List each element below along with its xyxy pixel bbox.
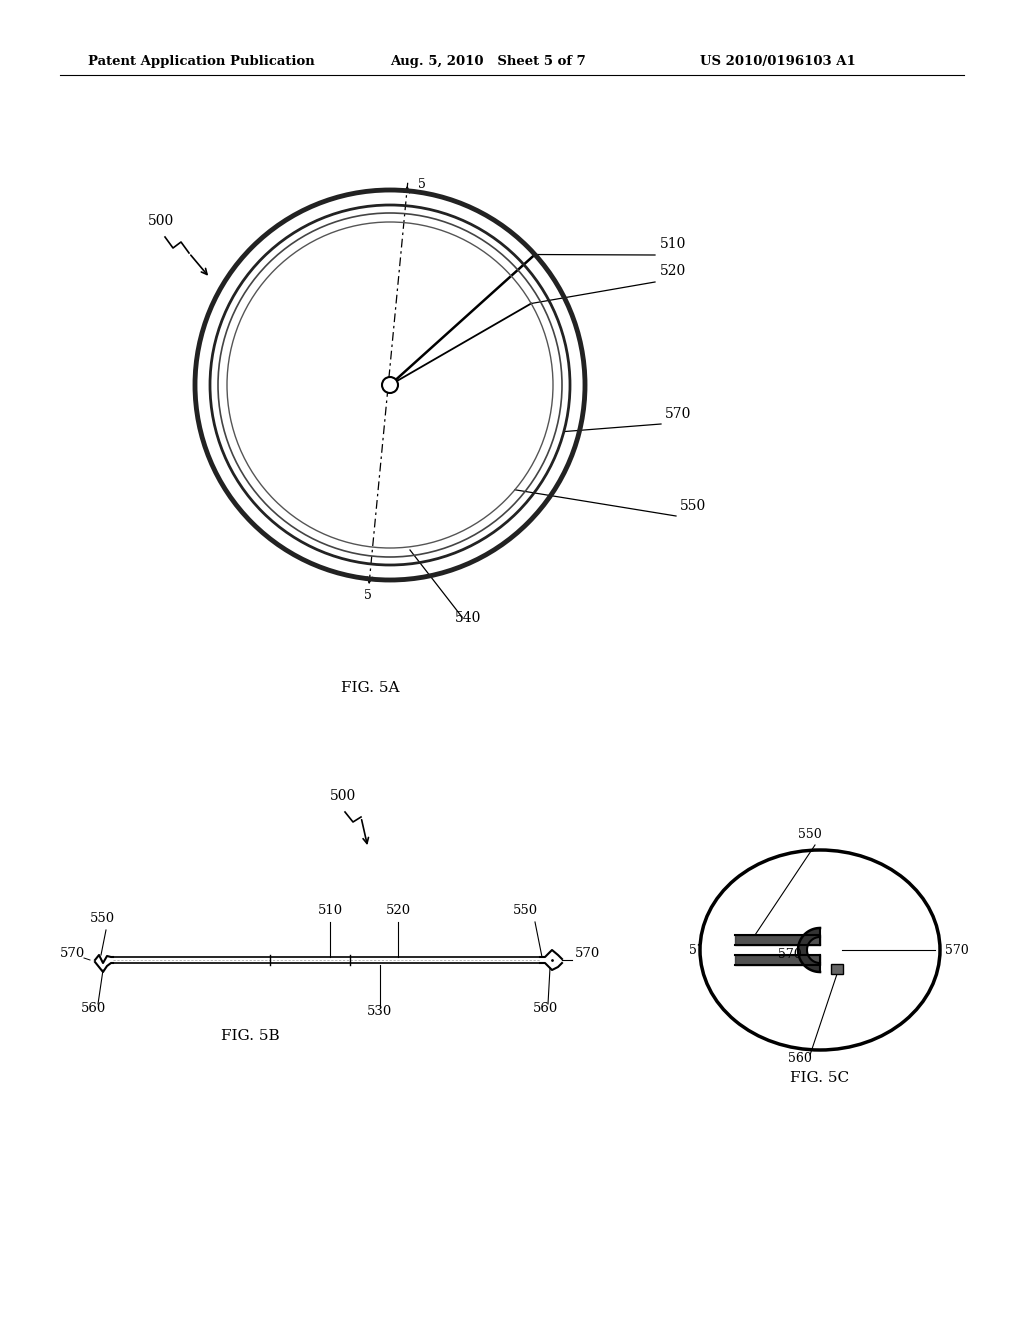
Text: 510: 510: [660, 238, 686, 251]
Text: 520: 520: [660, 264, 686, 279]
Text: 560: 560: [80, 1002, 105, 1015]
Text: FIG. 5A: FIG. 5A: [341, 681, 399, 696]
Text: 520: 520: [385, 904, 411, 917]
Text: 570: 570: [665, 407, 691, 421]
Text: 550: 550: [89, 912, 115, 925]
Text: 510: 510: [317, 904, 343, 917]
Text: 550: 550: [512, 904, 538, 917]
Bar: [831, 964, 843, 974]
Text: 530: 530: [368, 1005, 392, 1018]
Text: Aug. 5, 2010   Sheet 5 of 7: Aug. 5, 2010 Sheet 5 of 7: [390, 55, 586, 69]
Text: 5: 5: [418, 178, 426, 191]
Text: 550: 550: [680, 499, 707, 513]
Text: 570: 570: [778, 949, 802, 961]
Text: 540: 540: [455, 611, 481, 624]
Text: 550: 550: [798, 828, 822, 841]
Text: 570: 570: [59, 946, 85, 960]
Text: FIG. 5C: FIG. 5C: [791, 1071, 850, 1085]
Ellipse shape: [700, 850, 940, 1049]
Text: 500: 500: [148, 214, 174, 228]
Text: 570: 570: [945, 944, 969, 957]
Circle shape: [382, 378, 398, 393]
Text: 500: 500: [330, 789, 356, 803]
Circle shape: [227, 222, 553, 548]
Text: FIG. 5B: FIG. 5B: [221, 1030, 280, 1043]
Text: 560: 560: [532, 1002, 558, 1015]
Text: US 2010/0196103 A1: US 2010/0196103 A1: [700, 55, 856, 69]
Text: Patent Application Publication: Patent Application Publication: [88, 55, 314, 69]
Polygon shape: [798, 928, 820, 972]
Text: 570: 570: [575, 946, 600, 960]
Text: 560: 560: [788, 1052, 812, 1065]
Text: 5: 5: [364, 589, 372, 602]
Text: 570: 570: [689, 944, 713, 957]
